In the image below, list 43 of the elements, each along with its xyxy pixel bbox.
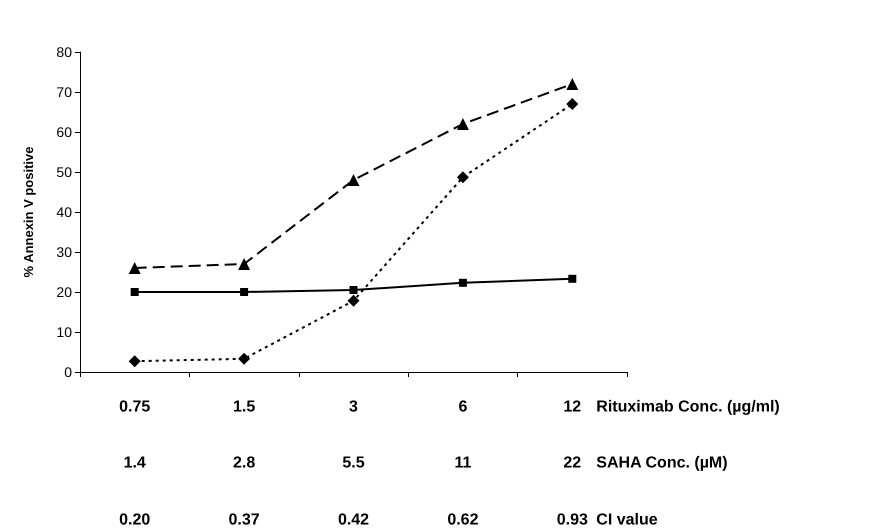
x-tick-label: 3	[349, 398, 358, 416]
point	[128, 355, 141, 368]
text: SAHA Conc. (µM)	[596, 454, 728, 472]
text: 0.93	[556, 512, 588, 528]
text: 0.37	[228, 512, 260, 528]
y-tick-label: 30	[56, 244, 72, 260]
point	[568, 274, 576, 283]
point	[566, 98, 578, 110]
text: 5.5	[342, 454, 365, 472]
y-tick-label: 50	[56, 164, 72, 180]
x-tick-label: 12	[563, 398, 582, 416]
y-tick-label: 60	[56, 124, 72, 140]
y-tick-label: 40	[56, 204, 72, 220]
point	[350, 286, 358, 294]
y-tick-label: 0	[64, 364, 72, 380]
text: 22	[563, 454, 582, 472]
text: 0.62	[447, 512, 479, 528]
y-axis-title: % Annexin V positive	[21, 146, 36, 278]
point	[566, 78, 578, 90]
point	[130, 288, 139, 296]
x-tick-label: 1.5	[232, 398, 256, 416]
point	[348, 174, 360, 186]
point	[456, 171, 469, 184]
point	[238, 258, 250, 270]
text: 0.42	[338, 512, 370, 528]
text: 11	[454, 454, 472, 472]
point	[456, 118, 469, 130]
point	[238, 352, 250, 365]
point	[240, 288, 248, 296]
x-tick-label: 0.75	[119, 398, 150, 416]
text: CI value	[596, 512, 658, 528]
point	[458, 278, 467, 287]
y-tick-label: 70	[56, 84, 72, 100]
y-tick-label: 10	[56, 324, 72, 340]
text: 1.4	[124, 454, 146, 472]
text: 2.8	[232, 454, 256, 472]
x-axis-title: Rituximab Conc. (µg/ml)	[596, 398, 780, 416]
x-tick-label: 6	[458, 398, 468, 416]
y-tick-label: 80	[56, 44, 72, 60]
point	[128, 262, 141, 274]
y-tick-label: 20	[56, 284, 72, 300]
point	[348, 294, 360, 307]
text: 0.20	[119, 512, 150, 528]
